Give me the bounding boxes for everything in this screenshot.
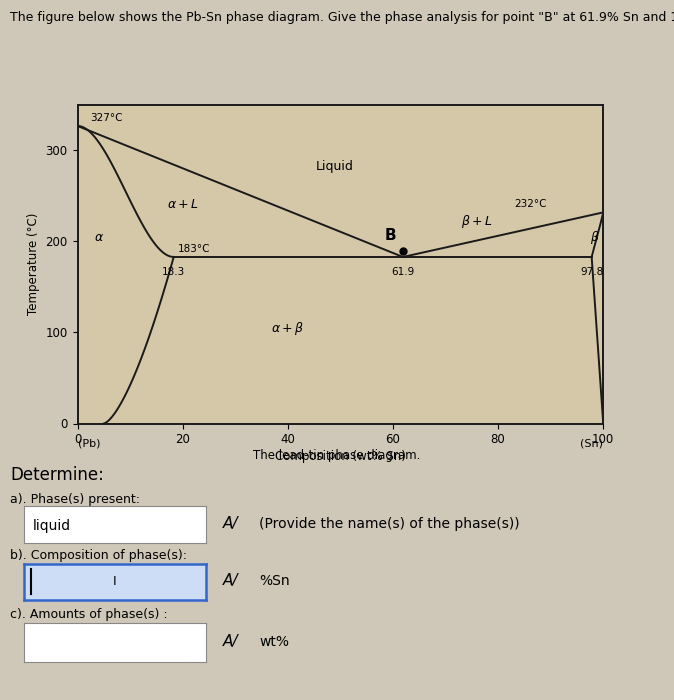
- Text: Liquid: Liquid: [316, 160, 354, 173]
- Text: (Provide the name(s) of the phase(s)): (Provide the name(s) of the phase(s)): [259, 517, 520, 531]
- Text: a). Phase(s) present:: a). Phase(s) present:: [10, 494, 140, 507]
- Text: 327°C: 327°C: [90, 113, 123, 123]
- Text: 97.8: 97.8: [580, 267, 603, 277]
- Text: %Sn: %Sn: [259, 574, 290, 588]
- Text: 18.3: 18.3: [162, 267, 185, 277]
- Text: I: I: [113, 575, 117, 588]
- Text: $\alpha$: $\alpha$: [94, 232, 104, 244]
- Text: $\alpha + \beta$: $\alpha + \beta$: [271, 321, 305, 337]
- Text: A/: A/: [222, 516, 238, 531]
- Text: wt%: wt%: [259, 635, 290, 649]
- Text: b). Composition of phase(s):: b). Composition of phase(s):: [10, 550, 187, 563]
- Text: 61.9: 61.9: [392, 267, 415, 277]
- Text: $\alpha + L$: $\alpha + L$: [166, 198, 199, 211]
- Text: liquid: liquid: [33, 519, 71, 533]
- Text: 232°C: 232°C: [514, 199, 547, 209]
- Text: The figure below shows the Pb-Sn phase diagram. Give the phase analysis for poin: The figure below shows the Pb-Sn phase d…: [10, 10, 674, 24]
- X-axis label: Composition (wt% Sn): Composition (wt% Sn): [275, 450, 406, 463]
- Text: (Pb): (Pb): [78, 439, 100, 449]
- Text: 183°C: 183°C: [177, 244, 210, 254]
- Text: $\beta + L$: $\beta + L$: [461, 213, 493, 230]
- Text: The lead-tin phase diagram.: The lead-tin phase diagram.: [253, 449, 421, 463]
- Y-axis label: Temperature (°C): Temperature (°C): [27, 213, 40, 316]
- Text: $\beta$: $\beta$: [590, 230, 600, 246]
- Text: A/: A/: [222, 573, 238, 589]
- Text: A/: A/: [222, 634, 238, 650]
- Text: B: B: [384, 228, 396, 243]
- Text: Determine:: Determine:: [10, 466, 104, 484]
- Text: c). Amounts of phase(s) :: c). Amounts of phase(s) :: [10, 608, 168, 621]
- Text: (Sn): (Sn): [580, 439, 603, 449]
